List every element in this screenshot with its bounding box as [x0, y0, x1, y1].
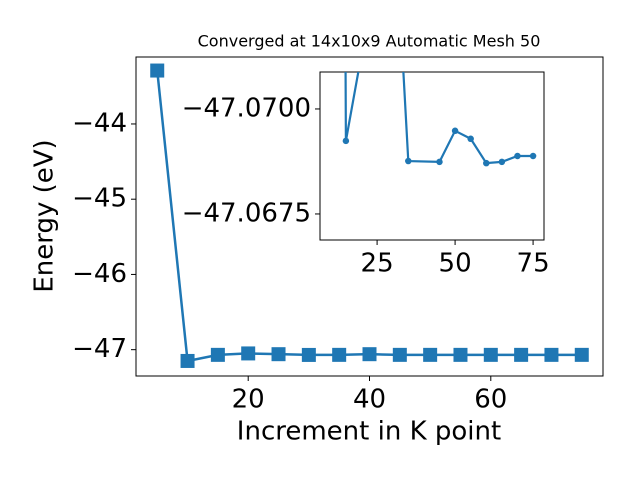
data-marker: [392, 347, 407, 362]
y-tick-label: −47: [72, 334, 127, 364]
y-tick-label: −47.0675: [182, 198, 311, 228]
data-marker: [423, 347, 438, 362]
data-marker: [544, 347, 559, 362]
data-marker: [271, 347, 286, 362]
data-marker: [467, 135, 474, 143]
data-marker: [332, 347, 347, 362]
plot-area: [342, 72, 537, 167]
x-tick-label: 50: [439, 249, 472, 279]
y-tick-label: −45: [72, 184, 127, 214]
data-marker: [483, 347, 498, 362]
x-tick-label: 60: [474, 385, 507, 415]
data-marker: [436, 158, 443, 166]
y-tick-label: −44: [72, 108, 127, 138]
x-axis-label: Increment in K point: [237, 417, 501, 447]
plot-area: [150, 63, 589, 368]
data-marker: [405, 157, 412, 165]
y-axis-label: Energy (eV): [30, 139, 60, 292]
data-marker: [150, 63, 165, 78]
chart-title: Converged at 14x10x9 Automatic Mesh 50: [198, 32, 541, 51]
data-marker: [210, 347, 225, 362]
y-tick-label: −47.0700: [182, 93, 311, 123]
x-tick-label: 75: [517, 249, 550, 279]
axes-frame: [319, 71, 545, 241]
x-tick-label: 20: [232, 385, 265, 415]
data-marker: [453, 347, 468, 362]
x-tick-label: 25: [361, 249, 394, 279]
x-tick-label: 40: [353, 385, 386, 415]
data-marker: [301, 347, 316, 362]
data-marker: [514, 152, 521, 160]
data-marker: [514, 347, 529, 362]
data-marker: [180, 353, 195, 368]
data-marker: [342, 137, 350, 145]
data-marker: [529, 152, 537, 160]
data-marker: [483, 159, 490, 167]
data-marker: [498, 158, 506, 166]
data-marker: [451, 127, 459, 135]
data-marker: [362, 347, 377, 362]
y-tick-label: −46: [72, 259, 127, 289]
data-marker: [241, 346, 256, 361]
data-marker: [574, 347, 589, 362]
